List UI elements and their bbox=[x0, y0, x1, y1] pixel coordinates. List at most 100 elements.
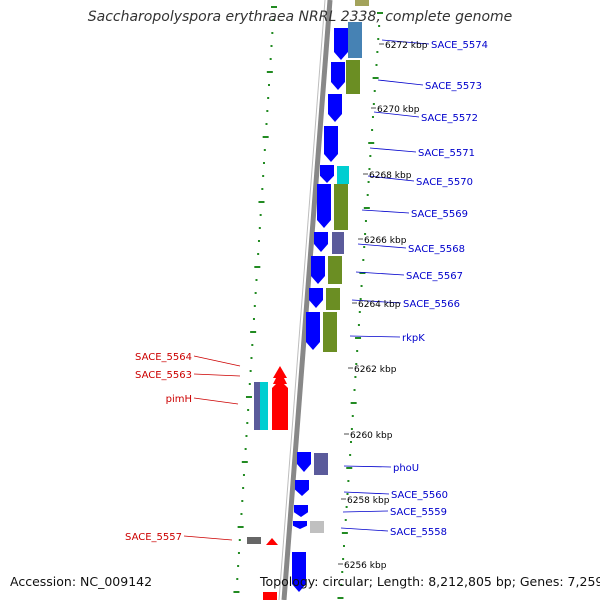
right-tick bbox=[357, 324, 360, 326]
labels: 6272 kbp 6270 kbp 6268 kbp 6266 kbp 6264 kbp… bbox=[125, 40, 488, 571]
right-tick bbox=[342, 558, 345, 560]
left-tick bbox=[241, 500, 244, 502]
forward-gene-arrow bbox=[317, 184, 331, 228]
forward-gene-arrow bbox=[309, 288, 323, 308]
forward-gene-label: phoU bbox=[393, 463, 419, 474]
gene-label-leader bbox=[381, 39, 430, 45]
right-tick bbox=[378, 25, 381, 27]
backbone-track bbox=[278, 0, 333, 600]
left-tick bbox=[266, 110, 269, 112]
right-tick bbox=[353, 389, 356, 391]
reverse-gene-label: SACE_5563 bbox=[135, 370, 192, 381]
label-leaders bbox=[183, 39, 430, 565]
right-tick bbox=[375, 64, 378, 66]
forward-gene-arrow bbox=[334, 28, 348, 60]
left-tick bbox=[272, 19, 275, 21]
left-tick bbox=[248, 383, 251, 385]
left-tick bbox=[257, 240, 260, 242]
gene-label-leader bbox=[349, 335, 401, 338]
right-tick bbox=[356, 350, 359, 352]
reverse-gene-arrow bbox=[273, 366, 287, 378]
forward-gene-label: SACE_5569 bbox=[411, 209, 468, 220]
right-tick bbox=[341, 571, 344, 573]
reverse-gene-label: SACE_5557 bbox=[125, 532, 182, 543]
forward-gene-arrow bbox=[311, 256, 325, 284]
forward-gene-label: SACE_5570 bbox=[416, 177, 473, 188]
left-tick bbox=[250, 357, 253, 359]
gene-label-leader bbox=[343, 465, 392, 468]
right-tick bbox=[376, 51, 379, 53]
right-tick bbox=[355, 363, 358, 365]
right-tick bbox=[377, 38, 380, 40]
right-tick bbox=[355, 337, 362, 339]
topology-text: Topology: circular; Length: 8,212,805 bp… bbox=[260, 574, 600, 589]
left-tick bbox=[267, 84, 270, 86]
right-tick bbox=[359, 272, 366, 274]
right-tick bbox=[344, 519, 347, 521]
backbone-shadow bbox=[278, 0, 326, 600]
right-tick bbox=[368, 142, 375, 144]
left-tick bbox=[241, 461, 248, 463]
tick-marks bbox=[233, 6, 383, 599]
forward-gene-arrow bbox=[295, 480, 309, 496]
gene-label-leader bbox=[343, 491, 390, 495]
left-tick bbox=[258, 227, 261, 229]
scale-label: 6270 kbp bbox=[377, 105, 420, 115]
right-tick bbox=[342, 545, 345, 547]
right-tick bbox=[347, 480, 350, 482]
right-tick bbox=[345, 506, 348, 508]
right-tick bbox=[346, 493, 349, 495]
right-tick bbox=[350, 402, 357, 404]
forward-gene-arrow bbox=[297, 452, 311, 472]
right-tick bbox=[372, 103, 375, 105]
cog-bar bbox=[323, 312, 337, 352]
right-tick bbox=[363, 246, 366, 248]
left-tick bbox=[269, 58, 272, 60]
left-tick bbox=[250, 331, 257, 333]
scale-label: 6256 kbp bbox=[344, 561, 387, 571]
right-tick bbox=[364, 220, 367, 222]
right-tick bbox=[360, 285, 363, 287]
scale-label: 6268 kbp bbox=[369, 171, 412, 181]
forward-gene-label: rkpK bbox=[402, 333, 425, 344]
cog-bar bbox=[337, 166, 349, 184]
gene-label-leader bbox=[193, 397, 239, 405]
left-tick bbox=[236, 578, 239, 580]
cog-bar bbox=[314, 453, 328, 475]
right-tick bbox=[371, 116, 374, 118]
left-tick bbox=[237, 526, 244, 528]
right-tick bbox=[350, 441, 353, 443]
cog-bar bbox=[247, 537, 261, 544]
cog-bar bbox=[346, 60, 360, 94]
right-tick bbox=[359, 298, 362, 300]
scale-label: 6264 kbp bbox=[358, 300, 401, 310]
gene-label-leader bbox=[369, 147, 417, 153]
gene-label-leader bbox=[377, 79, 424, 86]
left-tick bbox=[245, 396, 252, 398]
right-tick bbox=[346, 467, 353, 469]
left-tick bbox=[265, 123, 268, 125]
forward-gene-arrow bbox=[293, 521, 307, 529]
right-tick bbox=[354, 376, 357, 378]
gene-label-leader bbox=[367, 175, 415, 182]
left-tick bbox=[259, 214, 262, 216]
left-tick bbox=[249, 370, 252, 372]
left-tick bbox=[245, 435, 248, 437]
left-tick bbox=[267, 97, 270, 99]
forward-gene-arrow bbox=[292, 552, 306, 592]
reverse-gene-label: SACE_5564 bbox=[135, 352, 192, 363]
forward-gene-arrow bbox=[328, 94, 342, 122]
forward-gene-arrow bbox=[294, 505, 308, 517]
forward-gene-label: SACE_5566 bbox=[403, 299, 460, 310]
scale-label: 6262 kbp bbox=[354, 365, 397, 375]
left-tick bbox=[254, 266, 261, 268]
forward-gene-label: SACE_5572 bbox=[421, 113, 478, 124]
left-tick bbox=[270, 45, 273, 47]
left-tick bbox=[263, 149, 266, 151]
gene-label-leader bbox=[361, 209, 410, 214]
right-tick bbox=[337, 597, 344, 599]
cog-bar bbox=[326, 288, 340, 310]
scale-label: 6266 kbp bbox=[364, 236, 407, 246]
scale-label: 6258 kbp bbox=[347, 496, 390, 506]
